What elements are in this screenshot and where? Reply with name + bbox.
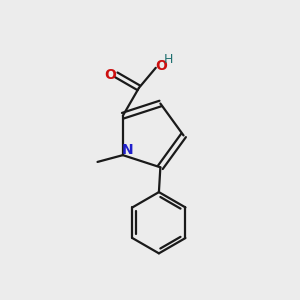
Text: N: N (122, 143, 133, 157)
Text: O: O (155, 59, 167, 73)
Text: O: O (104, 68, 116, 82)
Text: H: H (164, 53, 174, 66)
